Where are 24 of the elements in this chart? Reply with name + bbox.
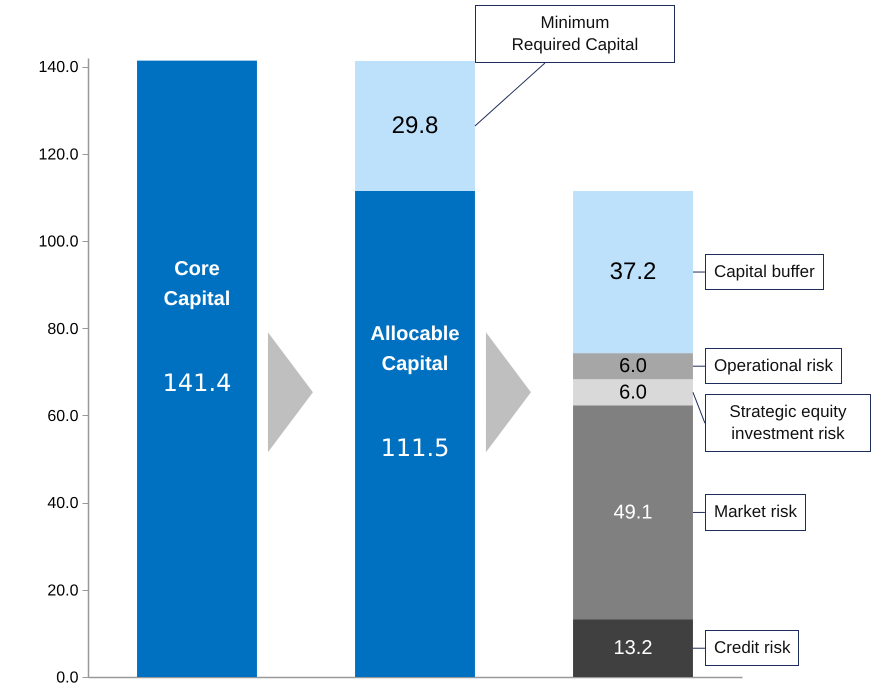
y-tick-label: 60.0 — [47, 408, 79, 425]
data-label: 6.0 — [619, 355, 647, 378]
y-tick-label: 0.0 — [56, 670, 79, 686]
data-label: 141.4 — [162, 368, 232, 397]
series-label: Allocable Capital — [370, 322, 460, 375]
data-label: 6.0 — [619, 381, 647, 404]
y-tick-label: 100.0 — [38, 234, 79, 251]
y-tick-label: 20.0 — [47, 582, 79, 600]
data-label: 49.1 — [614, 501, 652, 524]
callout-box: Credit risk — [704, 630, 800, 666]
y-tick-label: 120.0 — [38, 146, 79, 164]
callout-box: Market risk — [704, 494, 806, 531]
y-tick-label: 40.0 — [47, 495, 79, 512]
data-label: 29.8 — [392, 112, 438, 140]
data-label: 37.2 — [610, 258, 656, 286]
series-label: Core Capital — [164, 258, 230, 310]
data-label: 111.5 — [380, 434, 450, 462]
callout-box: Minimum Required Capital — [474, 5, 675, 64]
callout-box: Operational risk — [704, 348, 842, 384]
y-tick-label: 80.0 — [47, 320, 79, 338]
y-tick-label: 140.0 — [38, 59, 79, 76]
callout-box: Strategic equity investment risk — [704, 394, 871, 452]
callout-box: Capital buffer — [704, 254, 824, 290]
data-label: 13.2 — [614, 637, 652, 660]
